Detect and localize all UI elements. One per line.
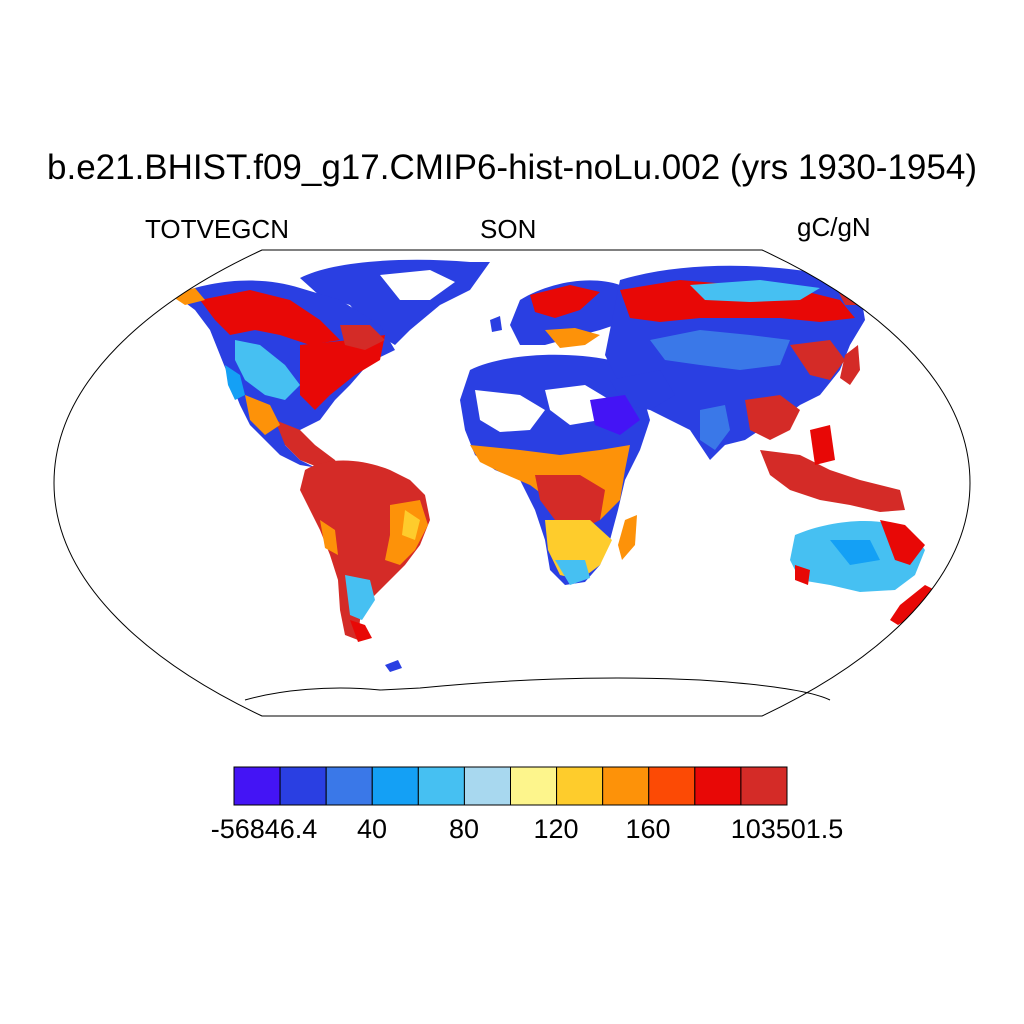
colorbar-swatch bbox=[602, 766, 650, 806]
plot-title: b.e21.BHIST.f09_g17.CMIP6-hist-noLu.002 … bbox=[47, 148, 977, 187]
colorbar-swatch bbox=[371, 766, 419, 806]
antarctica-coast bbox=[244, 677, 831, 701]
japan bbox=[840, 345, 860, 385]
continents bbox=[170, 259, 935, 672]
colorbar bbox=[233, 766, 788, 806]
variable-name: TOTVEGCN bbox=[145, 214, 289, 244]
colorbar-label: 160 bbox=[625, 814, 671, 844]
colorbar-swatch bbox=[648, 766, 696, 806]
southeast-asia bbox=[760, 450, 905, 512]
colorbar-swatch bbox=[510, 766, 558, 806]
colorbar-swatch bbox=[417, 766, 465, 806]
colorbar-swatch bbox=[694, 766, 742, 806]
colorbar-swatch bbox=[325, 766, 373, 806]
colorbar-swatch bbox=[279, 766, 327, 806]
units-label: gC/gN bbox=[797, 212, 871, 242]
colorbar-swatch bbox=[740, 766, 788, 806]
map-boundary bbox=[53, 249, 971, 717]
antarctic-peninsula bbox=[385, 660, 402, 672]
colorbar-swatch bbox=[233, 766, 281, 806]
season-label: SON bbox=[480, 214, 537, 244]
colorbar-label: 80 bbox=[448, 814, 480, 844]
madagascar bbox=[618, 515, 637, 560]
colorbar-label: 40 bbox=[356, 814, 388, 844]
colorbar-swatch bbox=[556, 766, 604, 806]
new-zealand bbox=[890, 585, 935, 625]
colorbar-swatch bbox=[463, 766, 511, 806]
colorbar-label: 120 bbox=[533, 814, 579, 844]
colorbar-label: -56846.4 bbox=[210, 814, 318, 844]
colorbar-label: 103501.5 bbox=[730, 814, 844, 844]
